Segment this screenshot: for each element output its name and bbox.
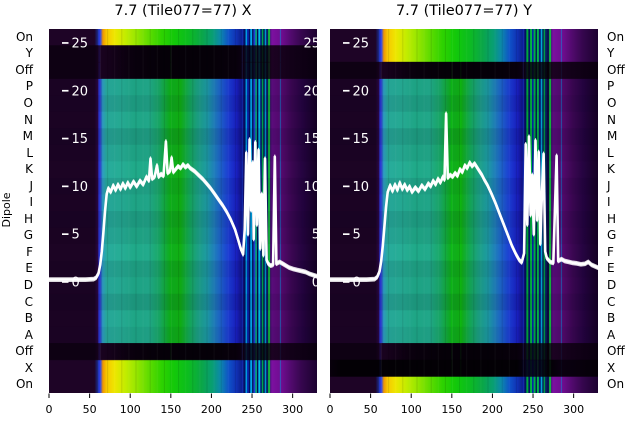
- dipole-row-label: N: [607, 112, 616, 127]
- dipole-row-label: B: [607, 311, 616, 326]
- y-tick-label: 25: [353, 37, 370, 52]
- y-tick-label: 0: [353, 276, 361, 291]
- dipole-row-label: I: [29, 195, 33, 210]
- x-tick-label: 200: [201, 403, 222, 416]
- y-tick-label: 20: [72, 84, 89, 99]
- dipole-row-label: J: [607, 178, 611, 193]
- spectrum-curve: [49, 138, 317, 281]
- dipole-row-label: N: [24, 112, 33, 127]
- spectrum-curve: [330, 112, 598, 281]
- dipole-row-label: J: [29, 178, 33, 193]
- dipole-row-label: O: [607, 95, 617, 110]
- dipole-row-label: H: [23, 211, 33, 226]
- x-tick-label: 50: [83, 403, 97, 416]
- y-tick-label: 5: [72, 228, 80, 243]
- x-axis: 0 50 100 150 200 250 300 0 50 100 150 200 250 300: [46, 393, 584, 416]
- dipole-row-label: L: [607, 145, 614, 160]
- y-tick-label: 10: [353, 180, 370, 195]
- y-tick-label-right: 25: [303, 37, 317, 52]
- panel-title-x: 7.7 (Tile077=77) X: [114, 3, 252, 19]
- dipole-row-label: I: [607, 195, 611, 210]
- y-tick-label: 25: [72, 37, 89, 52]
- dipole-row-label: M: [22, 129, 33, 144]
- x-tick-label: 100: [120, 403, 141, 416]
- y-tick-label-right: 10: [303, 180, 317, 195]
- x-tick-label: 50: [364, 403, 378, 416]
- dipole-row-label: B: [24, 311, 33, 326]
- heatmap-panel-y: 25 20 15 10 5 0: [330, 29, 598, 393]
- x-tick-label: 150: [441, 403, 462, 416]
- x-tick-label: 0: [327, 403, 334, 416]
- dipole-row-label: Off: [607, 62, 625, 77]
- panel-title-y: 7.7 (Tile077=77) Y: [395, 3, 533, 19]
- dipole-labels-left: On Y Off P O N M L K J I H G F E D C B A Off X On: [0, 0, 33, 440]
- dipole-row-label: A: [607, 327, 616, 342]
- dipole-row-label: On: [607, 377, 625, 392]
- x-tick-label: 250: [523, 403, 544, 416]
- x-tick-label: 200: [482, 403, 503, 416]
- x-tick-label: 150: [160, 403, 181, 416]
- x-tick-label: 100: [401, 403, 422, 416]
- dipole-row-label: D: [23, 277, 33, 292]
- dipole-row-label: H: [607, 211, 617, 226]
- dipole-row-label: K: [607, 162, 615, 177]
- dipole-row-label: Off: [15, 344, 33, 359]
- dipole-row-label: E: [607, 261, 615, 276]
- x-tick-label: 0: [46, 403, 53, 416]
- dipole-row-label: O: [23, 95, 33, 110]
- x-tick-label: 250: [242, 403, 263, 416]
- heatmap-panel-x: 25 25 20 20 15 15 10 10 5 5 0 0: [49, 29, 317, 393]
- y-tick-label-right: 20: [303, 84, 317, 99]
- y-tick-label-right: 0: [312, 276, 317, 291]
- x-tick-label: 300: [563, 403, 584, 416]
- y-tick-label: 20: [353, 84, 370, 99]
- dipole-row-label: P: [607, 79, 615, 94]
- dipole-row-label: On: [607, 29, 625, 44]
- x-tick-label: 300: [282, 403, 303, 416]
- dipole-row-label: M: [607, 129, 618, 144]
- dipole-labels-right: On Y Off P O N M L K J I H G F E D C B A Off X On: [607, 0, 640, 440]
- dipole-row-label: L: [26, 145, 33, 160]
- dipole-row-label: X: [607, 360, 616, 375]
- dipole-row-label: A: [24, 327, 33, 342]
- dipole-row-label: G: [23, 228, 33, 243]
- y-tick-label: 5: [353, 228, 361, 243]
- dipole-row-label: On: [15, 377, 33, 392]
- dipole-row-label: G: [607, 228, 617, 243]
- y-tick-label: 0: [72, 276, 80, 291]
- dipole-row-label: C: [24, 294, 33, 309]
- dipole-row-label: D: [607, 277, 617, 292]
- dipole-row-label: K: [25, 162, 33, 177]
- dipole-row-label: Off: [15, 62, 33, 77]
- dipole-row-label: E: [25, 261, 33, 276]
- dipole-row-label: F: [607, 244, 614, 259]
- dipole-row-label: Off: [607, 344, 625, 359]
- dipole-row-label: P: [25, 79, 33, 94]
- heatmap-svg: 25 25 20 20 15 15 10 10 5 5 0 0: [49, 29, 317, 393]
- dipole-row-label: C: [607, 294, 616, 309]
- dipole-row-label: On: [15, 29, 33, 44]
- y-tick-label-right: 5: [312, 228, 317, 243]
- y-tick-label: 10: [72, 180, 89, 195]
- y-tick-label-right: 15: [303, 132, 317, 147]
- dipole-row-label: F: [26, 244, 33, 259]
- dipole-row-label: Y: [25, 46, 33, 61]
- dipole-row-label: X: [24, 360, 33, 375]
- y-tick-label: 15: [72, 132, 89, 147]
- y-tick-label: 15: [353, 132, 370, 147]
- dipole-row-label: Y: [607, 46, 615, 61]
- heatmap-svg: 25 20 15 10 5 0: [330, 29, 598, 393]
